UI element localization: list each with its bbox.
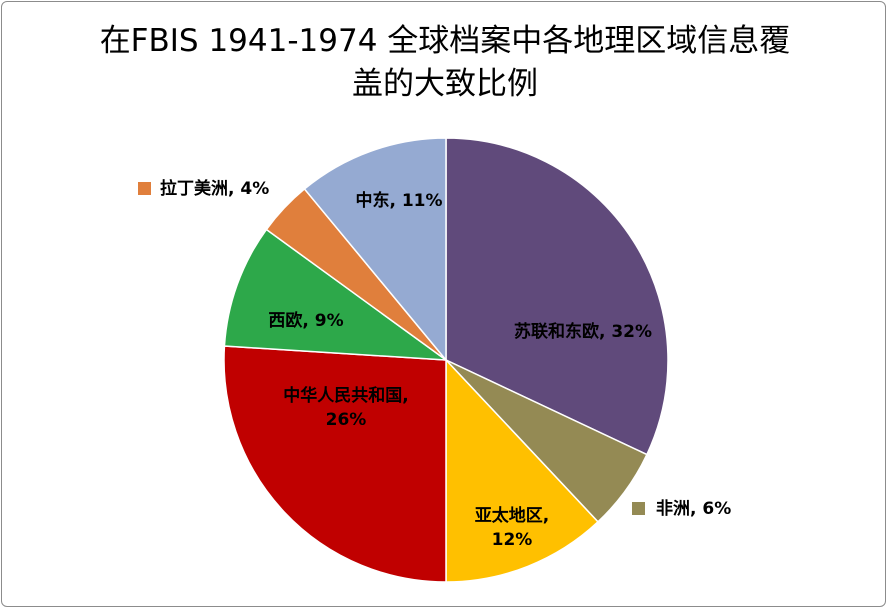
- label-prc-line-2: 26%: [326, 410, 367, 430]
- label-west-europe: 西欧, 9%: [268, 310, 343, 331]
- pie-slice-west-europe: [223, 228, 449, 361]
- chart-title: 在FBIS 1941-1974 全球档案中各地理区域信息覆 盖的大致比例: [60, 20, 830, 106]
- chart-title-line-1: 在FBIS 1941-1974 全球档案中各地理区域信息覆: [99, 23, 791, 59]
- pie-slice-prc: [223, 345, 447, 583]
- label-latin-america: 拉丁美洲, 4%: [160, 178, 269, 199]
- label-prc-line-1: 中华人民共和国,: [283, 385, 408, 406]
- legend-key-africa: [632, 502, 645, 515]
- pie-slice-ussr-east-europe: [445, 137, 669, 456]
- label-ussr-east-europe: 苏联和东欧, 32%: [514, 321, 652, 342]
- label-middle-east: 中东, 11%: [355, 190, 442, 211]
- label-africa: 非洲, 6%: [656, 498, 731, 519]
- pie-slices: [223, 137, 669, 583]
- chart-title-line-2: 盖的大致比例: [352, 66, 538, 102]
- legend-key-latin-america: [138, 182, 151, 195]
- label-asia-pacific-line-1: 亚太地区,: [475, 505, 549, 526]
- pie-slice-asia-pacific: [445, 358, 600, 583]
- pie-slice-middle-east: [303, 137, 447, 363]
- label-asia-pacific-line-2: 12%: [492, 530, 533, 550]
